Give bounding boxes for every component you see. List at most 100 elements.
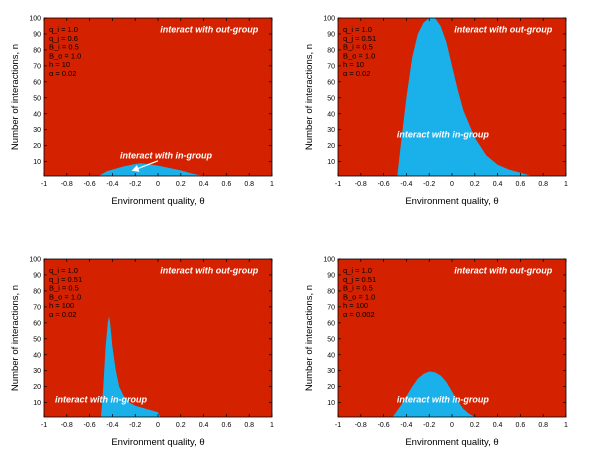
x-tick-label: 0: [156, 181, 160, 188]
in-group-region: [98, 163, 204, 176]
y-tick-label: 100: [29, 16, 41, 23]
x-tick-label: 0.2: [470, 181, 480, 188]
parameter-label: B_i = 0.5: [49, 284, 79, 293]
y-tick-label: 30: [327, 127, 335, 134]
y-tick-label: 50: [33, 336, 41, 343]
y-tick-label: 50: [327, 336, 335, 343]
x-tick-label: -0.6: [84, 181, 96, 188]
x-axis-label: Environment quality, θ: [405, 196, 498, 207]
parameter-label: α = 0.02: [343, 69, 370, 78]
x-tick-label: -0.6: [378, 181, 390, 188]
y-axis-label: Number of interactions, n: [10, 285, 21, 391]
in-group-annotation: interact with in-group: [55, 395, 147, 405]
x-tick-label: 0.4: [199, 181, 209, 188]
y-tick-label: 80: [33, 47, 41, 54]
in-group-region: [397, 18, 532, 176]
parameter-label: q_j = 0.51: [343, 275, 376, 284]
parameter-label: α = 0.02: [49, 69, 76, 78]
x-axis-label: Environment quality, θ: [111, 196, 204, 207]
x-tick-label: -1: [41, 181, 47, 188]
y-tick-label: 80: [33, 288, 41, 295]
x-tick-label: -0.2: [423, 422, 435, 429]
x-tick-label: 0.4: [493, 181, 503, 188]
x-tick-label: -0.2: [129, 422, 141, 429]
x-tick-label: -0.8: [61, 181, 73, 188]
x-tick-label: 0.6: [516, 422, 526, 429]
y-tick-label: 10: [327, 159, 335, 166]
chart-panel-bottom-left: -1 -0.8 -0.6 -0.4 -0.2 0 0.2 0.4 0.6 0.8 1 10 20 30 40…: [10, 257, 274, 449]
parameter-label: h = 100: [49, 301, 74, 310]
y-tick-label: 20: [327, 384, 335, 391]
in-group-region: [392, 371, 475, 417]
x-tick-label: 0.4: [199, 422, 209, 429]
y-tick-label: 70: [327, 63, 335, 70]
x-tick-label: 0.6: [222, 181, 232, 188]
y-tick-label: 20: [327, 143, 335, 150]
out-group-region: [44, 259, 272, 417]
parameter-label: B_o = 1.0: [49, 51, 81, 60]
x-tick-label: -0.6: [84, 422, 96, 429]
in-group-annotation: interact with in-group: [120, 150, 212, 160]
y-tick-label: 40: [33, 352, 41, 359]
y-tick-label: 90: [327, 31, 335, 38]
x-axis-label: Environment quality, θ: [111, 437, 204, 448]
x-tick-label: -0.2: [129, 181, 141, 188]
y-tick-label: 90: [327, 272, 335, 279]
y-tick-label: 50: [327, 95, 335, 102]
y-tick-label: 20: [33, 143, 41, 150]
y-tick-label: 80: [327, 288, 335, 295]
out-group-annotation: interact with out-group: [160, 265, 258, 275]
parameter-label: q_j = 0.6: [49, 34, 78, 43]
y-tick-label: 60: [327, 320, 335, 327]
y-tick-label: 10: [327, 400, 335, 407]
parameter-label: B_o = 1.0: [343, 51, 375, 60]
y-axis-label: Number of interactions, n: [304, 285, 315, 391]
y-tick-label: 60: [327, 79, 335, 86]
x-tick-label: 1: [564, 422, 568, 429]
parameter-label: q_i = 1.0: [49, 266, 78, 275]
y-tick-label: 30: [33, 127, 41, 134]
chart-panel-bottom-right: -1 -0.8 -0.6 -0.4 -0.2 0 0.2 0.4 0.6 0.8 1 10 20 30 40…: [304, 257, 568, 449]
x-tick-label: 0.8: [244, 422, 254, 429]
y-axis-label: Number of interactions, n: [10, 44, 21, 150]
x-tick-label: 1: [270, 181, 274, 188]
x-tick-label: 0.6: [516, 181, 526, 188]
y-tick-label: 100: [323, 16, 335, 23]
x-tick-label: -0.8: [61, 422, 73, 429]
chart-panel-top-left: -1 -0.8 -0.6 -0.4 -0.2 0 0.2 0.4 0.6 0.8 1 10 20 30 40…: [10, 16, 274, 208]
y-tick-label: 60: [33, 320, 41, 327]
y-tick-label: 90: [33, 272, 41, 279]
x-tick-label: 0: [450, 181, 454, 188]
parameter-label: B_i = 0.5: [343, 284, 373, 293]
out-group-region: [338, 259, 566, 417]
parameter-label: α = 0.02: [49, 310, 76, 319]
y-tick-label: 30: [327, 368, 335, 375]
parameter-label: h = 10: [343, 60, 364, 69]
parameter-label: h = 100: [343, 301, 368, 310]
x-tick-label: -0.6: [378, 422, 390, 429]
x-tick-label: 0.4: [493, 422, 503, 429]
y-tick-label: 80: [327, 47, 335, 54]
y-tick-label: 30: [33, 368, 41, 375]
y-tick-label: 20: [33, 384, 41, 391]
x-tick-label: 1: [270, 422, 274, 429]
y-tick-label: 50: [33, 95, 41, 102]
x-tick-label: 1: [564, 181, 568, 188]
in-group-annotation: interact with in-group: [397, 395, 489, 405]
x-tick-label: -0.4: [400, 422, 412, 429]
parameter-label: q_j = 0.51: [343, 34, 376, 43]
parameter-label: h = 10: [49, 60, 70, 69]
y-tick-label: 10: [33, 400, 41, 407]
y-axis-label: Number of interactions, n: [304, 44, 315, 150]
parameter-label: q_j = 0.51: [49, 275, 82, 284]
x-tick-label: -0.4: [106, 181, 118, 188]
y-tick-label: 70: [33, 63, 41, 70]
x-tick-label: -0.4: [400, 181, 412, 188]
x-tick-label: 0.2: [176, 422, 186, 429]
x-tick-label: 0.6: [222, 422, 232, 429]
y-tick-label: 90: [33, 31, 41, 38]
y-tick-label: 70: [327, 304, 335, 311]
y-tick-label: 40: [327, 111, 335, 118]
in-group-region: [101, 316, 161, 417]
x-tick-label: 0.8: [538, 181, 548, 188]
